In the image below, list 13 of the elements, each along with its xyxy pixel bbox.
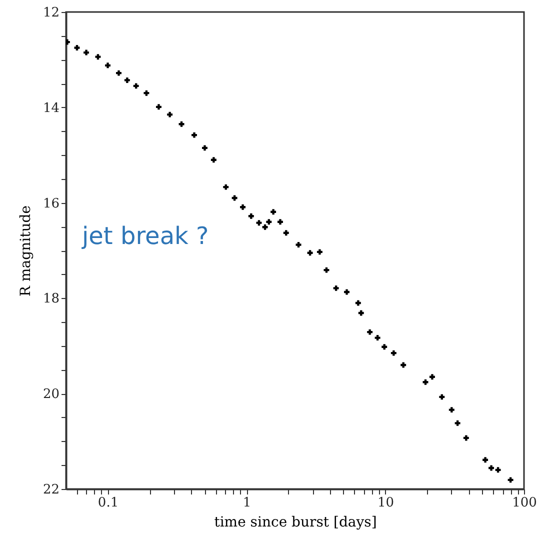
x-axis-title: time since burst [days] <box>214 514 377 530</box>
y-tick-label: 12 <box>42 6 60 20</box>
x-tick-label: 10 <box>377 496 394 510</box>
y-tick-label: 22 <box>42 482 60 498</box>
annotation: jet break ? <box>82 222 209 250</box>
x-tick-label: 0.1 <box>98 496 119 510</box>
y-tick-label: 16 <box>42 196 60 212</box>
y-tick-label: 20 <box>42 387 60 402</box>
x-tick-label: 1 <box>242 496 252 510</box>
y-tick-label: 14 <box>42 100 60 116</box>
x-tick-label: 100 <box>512 496 537 510</box>
y-tick-label: 18 <box>42 292 60 307</box>
y-axis-title: R magnitude <box>18 206 34 296</box>
